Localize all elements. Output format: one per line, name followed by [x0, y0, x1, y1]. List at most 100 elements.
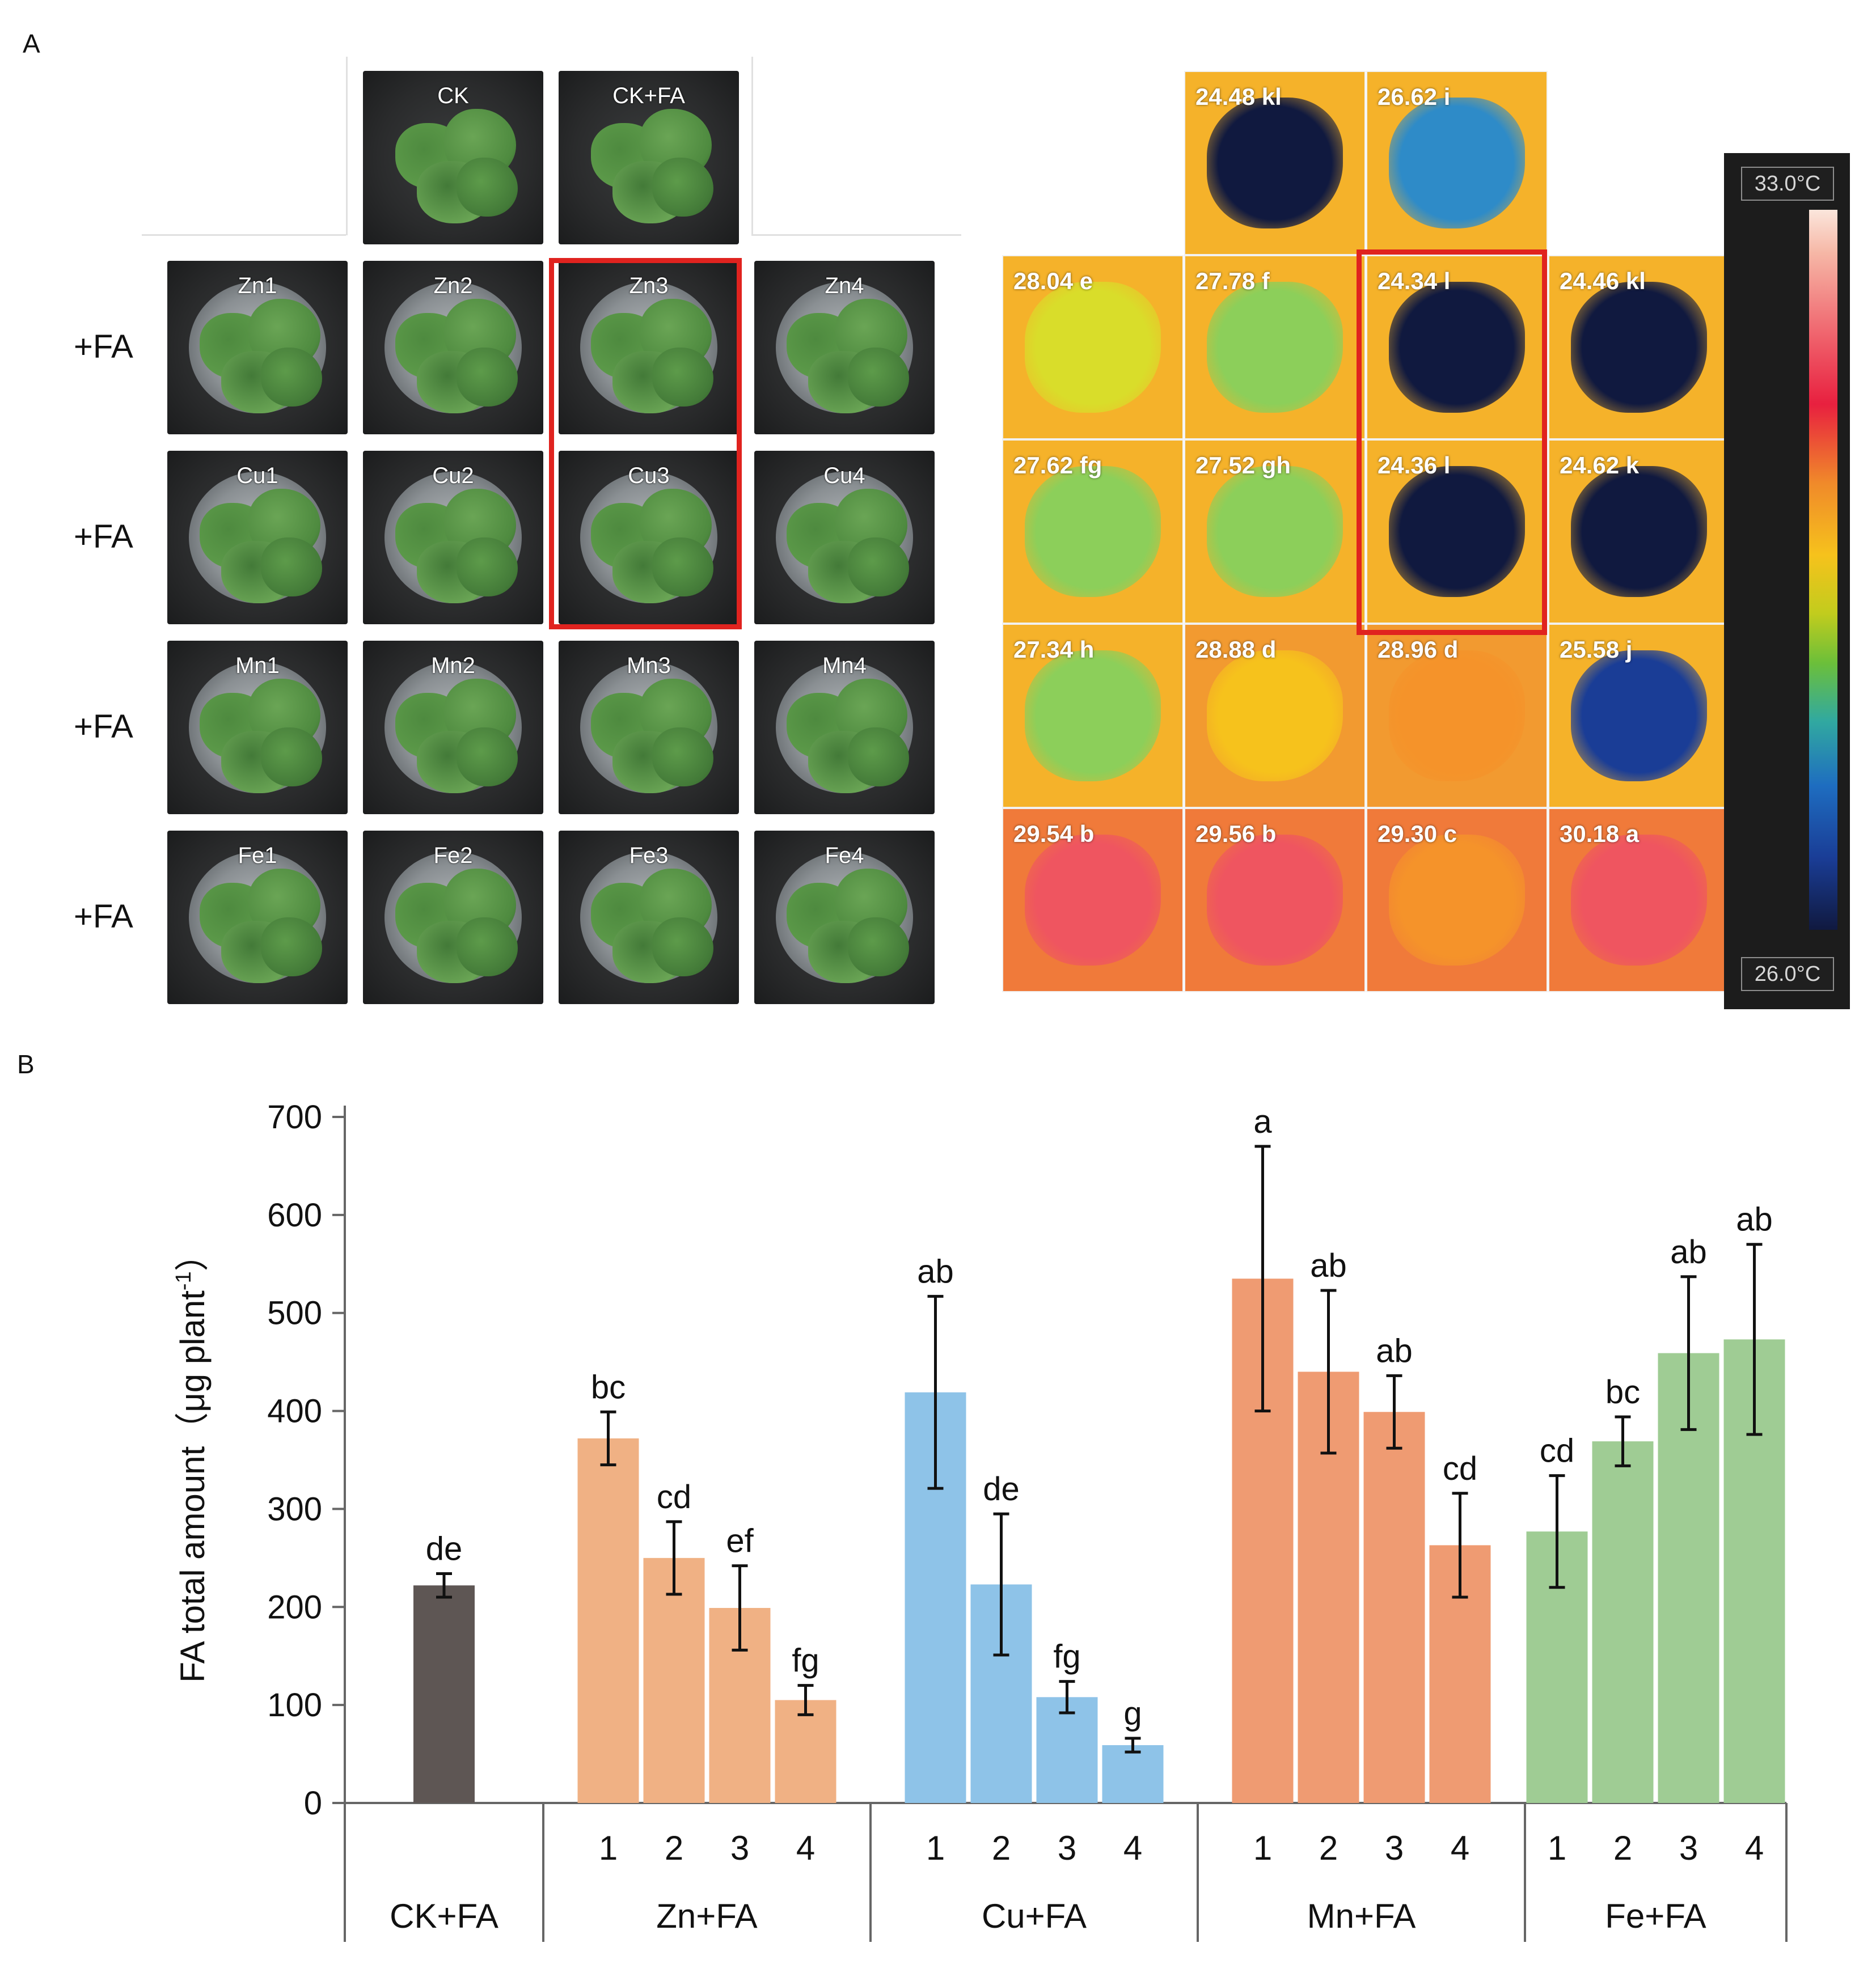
- row-label-fa: +FA: [74, 328, 133, 365]
- significance-letter: ab: [1310, 1247, 1347, 1284]
- temperature-colorbar: 33.0°C 26.0°C: [1724, 153, 1850, 1009]
- y-tick-label: 100: [267, 1687, 322, 1724]
- thermal-r2-c4: 24.62 k: [1548, 439, 1730, 624]
- photo-divider-v2: [751, 57, 753, 235]
- y-tick-label: 200: [267, 1589, 322, 1626]
- significance-letter: ab: [1376, 1332, 1413, 1369]
- thermal-r2-c2: 27.52 gh: [1184, 439, 1366, 624]
- x-tick-label: 1: [1548, 1829, 1566, 1867]
- photo-label: Fe3: [629, 843, 669, 868]
- photo-label: Fe1: [238, 843, 277, 868]
- x-tick-label: 1: [1253, 1829, 1272, 1867]
- thermal-plant-blob: [1206, 834, 1343, 966]
- thermal-label: 27.78 f: [1195, 268, 1270, 294]
- bar-cu-fa-3: [1036, 1697, 1098, 1803]
- row-label-fa: +FA: [74, 708, 133, 745]
- thermal-plant-blob: [1024, 281, 1161, 413]
- leaf: [457, 917, 518, 977]
- leaf: [848, 727, 910, 787]
- colorbar-min-label: 26.0°C: [1741, 957, 1834, 991]
- bar-mn-fa-3: [1363, 1412, 1425, 1803]
- photo-mn3: Mn3: [559, 641, 739, 814]
- leaf: [457, 348, 518, 407]
- significance-letter: ef: [726, 1523, 754, 1560]
- bar-ck-fa-1: [413, 1585, 475, 1803]
- x-tick-label: 4: [796, 1829, 815, 1867]
- photo-divider-v1: [346, 57, 348, 235]
- significance-letter: bc: [591, 1369, 626, 1406]
- leaf: [261, 537, 323, 597]
- leaf: [652, 348, 714, 407]
- fa-total-amount-bar-chart: 0 100 200 300 400 500 600 700 FA total amount（μg…: [172, 1099, 1788, 1942]
- leaf: [652, 158, 714, 217]
- row-label-fa: +FA: [74, 518, 133, 555]
- photo-label: Fe4: [825, 843, 864, 868]
- photo-label: Mn3: [627, 653, 671, 678]
- photo-fe1: Fe1: [167, 831, 348, 1004]
- y-tick-label: 600: [267, 1197, 322, 1234]
- x-tick-label: 3: [1058, 1829, 1076, 1867]
- group-label: Fe+FA: [1605, 1897, 1706, 1935]
- photo-label: Mn4: [822, 653, 867, 678]
- thermal-label: 27.62 fg: [1013, 452, 1102, 479]
- thermal-label: 25.58 j: [1560, 636, 1633, 663]
- panel-a-label: A: [23, 29, 40, 58]
- thermal-r3-c1: 27.34 h: [1002, 624, 1184, 808]
- photo-ck-plus-fa: CK+FA: [559, 71, 739, 244]
- group-label: Cu+FA: [982, 1897, 1087, 1935]
- photo-label: Cu3: [628, 463, 670, 488]
- thermal-plant-blob: [1206, 650, 1343, 782]
- photo-label: CK+FA: [612, 83, 685, 108]
- leaf: [848, 537, 910, 597]
- thermal-r3-c4: 25.58 j: [1548, 624, 1730, 808]
- thermal-r3-c2: 28.88 d: [1184, 624, 1366, 808]
- photo-zn3: Zn3: [559, 261, 739, 434]
- thermal-label: 28.04 e: [1013, 268, 1093, 294]
- photo-label: Cu1: [236, 463, 278, 488]
- photo-label: Mn2: [431, 653, 475, 678]
- y-tick-label: 0: [304, 1785, 322, 1822]
- photo-zn2: Zn2: [363, 261, 543, 434]
- photo-label: Mn1: [235, 653, 280, 678]
- thermal-plant-blob: [1206, 465, 1343, 598]
- y-axis-label: FA total amount（μg plant-1）: [172, 1237, 212, 1682]
- leaf: [652, 537, 714, 597]
- x-tick-label: 3: [1679, 1829, 1698, 1867]
- thermal-label: 30.18 a: [1560, 820, 1640, 847]
- significance-letter: ab: [1736, 1201, 1773, 1238]
- thermal-r1-c4: 24.46 kl: [1548, 255, 1730, 439]
- plant-photo-grid: CK CK+FA Zn1 Zn2 Zn3 Zn4 +FA Cu1 Cu2 Cu3 Cu4 +FA Mn1…: [0, 0, 975, 1021]
- colorbar-max-label: 33.0°C: [1741, 167, 1834, 201]
- thermal-plant-blob: [1024, 834, 1161, 966]
- significance-letter: ab: [917, 1253, 954, 1290]
- photo-cu4: Cu4: [754, 451, 935, 624]
- thermal-plant-blob: [1388, 281, 1526, 413]
- significance-letter: de: [426, 1531, 463, 1568]
- significance-letter: g: [1123, 1695, 1142, 1732]
- photo-label: Cu2: [432, 463, 474, 488]
- thermal-r2-c3: 24.36 l: [1366, 439, 1548, 624]
- significance-letter: ab: [1670, 1234, 1707, 1271]
- bar-zn-fa-1: [577, 1438, 639, 1803]
- thermal-r3-c3: 28.96 d: [1366, 624, 1548, 808]
- x-tick-label: 1: [599, 1829, 618, 1867]
- group-label: Mn+FA: [1307, 1897, 1416, 1935]
- thermal-plant-blob: [1388, 834, 1526, 966]
- thermal-label: 27.52 gh: [1195, 452, 1291, 479]
- thermal-plant-blob: [1388, 465, 1526, 598]
- photo-divider-left: [142, 234, 346, 236]
- thermal-label: 24.46 kl: [1560, 268, 1646, 294]
- leaf: [261, 348, 323, 407]
- thermal-label: 28.96 d: [1378, 636, 1459, 663]
- photo-label: CK: [437, 83, 469, 108]
- photo-mn1: Mn1: [167, 641, 348, 814]
- photo-zn1: Zn1: [167, 261, 348, 434]
- thermal-r1-c1: 28.04 e: [1002, 255, 1184, 439]
- thermal-plant-blob: [1570, 834, 1708, 966]
- thermal-plant-blob: [1388, 650, 1526, 782]
- photo-cu1: Cu1: [167, 451, 348, 624]
- thermal-label: 28.88 d: [1195, 636, 1277, 663]
- photo-label: Cu4: [823, 463, 865, 488]
- bar-zn-fa-4: [775, 1700, 836, 1803]
- x-tick-label: 2: [665, 1829, 683, 1867]
